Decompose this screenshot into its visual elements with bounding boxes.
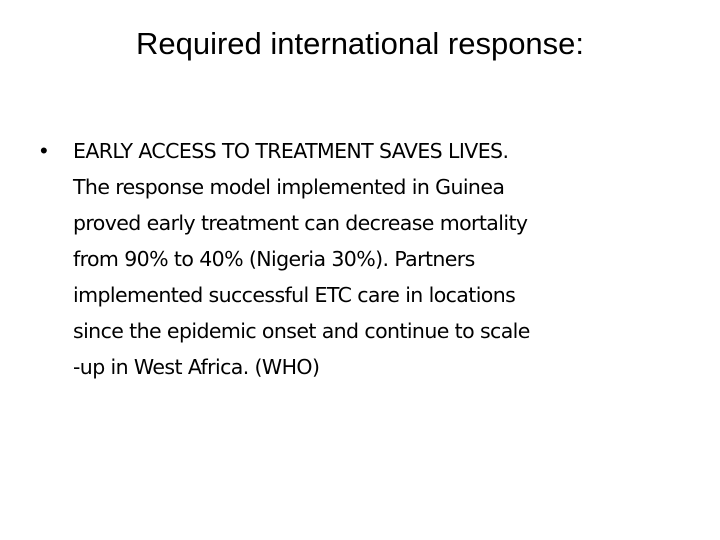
bullet-line: since the epidemic onset and continue to… xyxy=(73,319,530,343)
bullet-icon: • xyxy=(40,138,48,163)
bullet-line: from 90% to 40% (Nigeria 30%). Partners xyxy=(73,247,475,271)
slide-title: Required international response: xyxy=(135,26,585,61)
bullet-line: The response model implemented in Guinea xyxy=(73,175,505,199)
bullet-text: EARLY ACCESS TO TREATMENT SAVES LIVES. T… xyxy=(73,133,713,385)
bullet-line: implemented successful ETC care in locat… xyxy=(73,283,516,307)
bullet-line: EARLY ACCESS TO TREATMENT SAVES LIVES. xyxy=(73,139,509,163)
bullet-line: -up in West Africa. (WHO) xyxy=(73,355,320,379)
bullet-line: proved early treatment can decrease mort… xyxy=(73,211,528,235)
